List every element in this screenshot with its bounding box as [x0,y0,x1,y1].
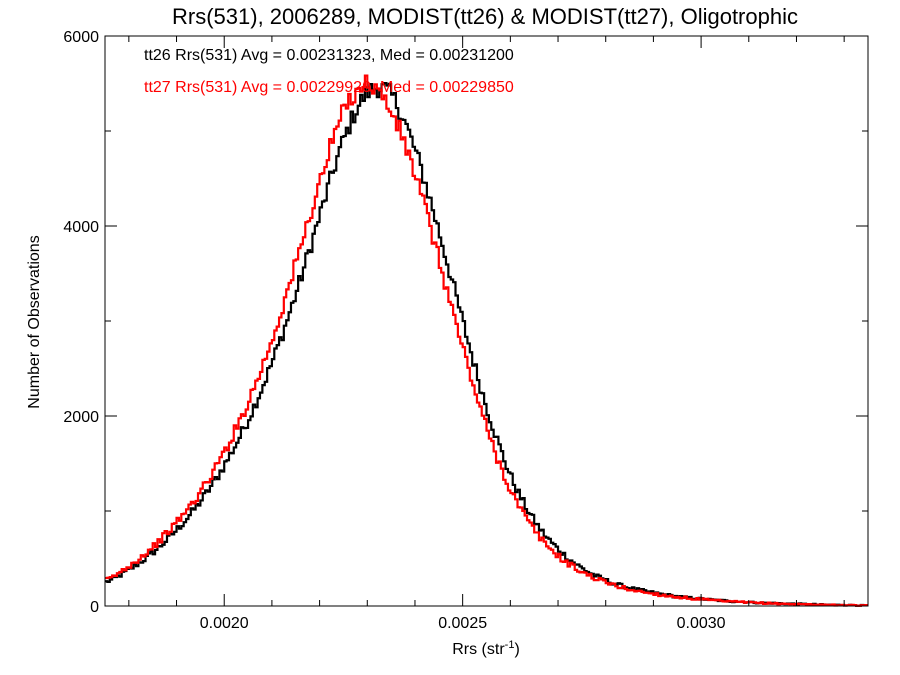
series-line-1 [105,82,868,607]
series-layer [105,74,868,607]
plot-frame [104,35,869,607]
y-tick-label: 2000 [63,409,99,426]
y-tick-label: 4000 [63,219,99,236]
tick-layer: 0.0020 0.0025 0.0030 0 2000 4000 6000 [63,29,868,632]
series-line-2 [105,74,868,607]
x-axis-title-close: ) [514,641,519,658]
x-tick-label: 0.0030 [677,615,726,632]
x-axis-title-main: Rrs (str [452,641,505,658]
y-tick-label: 0 [90,599,99,616]
annotation-tt27: tt27 Rrs(531) Avg = 0.00229920, Med = 0.… [144,79,514,96]
x-tick-label: 0.0025 [438,615,487,632]
x-tick-label: 0.0020 [200,615,249,632]
x-axis-title-superscript: -1 [505,639,515,651]
chart-title: Rrs(531), 2006289, MODIST(tt26) & MODIST… [172,4,798,29]
y-axis-title: Number of Observations [26,235,43,408]
annotation-tt26: tt26 Rrs(531) Avg = 0.00231323, Med = 0.… [144,47,514,64]
x-axis-title: Rrs (str-1) [452,639,520,658]
y-tick-label: 6000 [63,29,99,46]
